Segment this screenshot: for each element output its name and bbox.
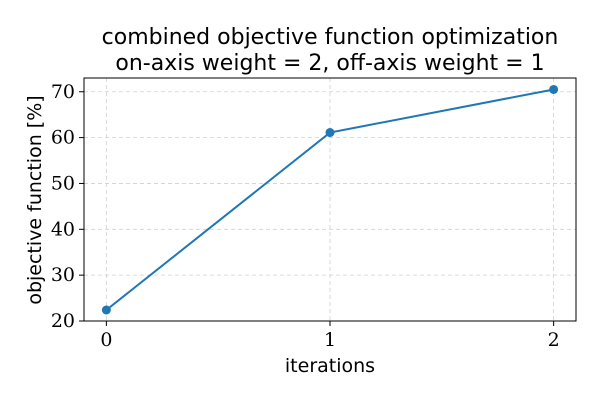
y-tick-label: 30 (51, 264, 75, 286)
x-axis-label: iterations (285, 355, 375, 377)
series (101, 84, 559, 315)
x-tick-label: 0 (100, 329, 112, 351)
x-tick-label: 1 (324, 329, 336, 351)
y-tick-label: 60 (51, 127, 75, 149)
data-point (325, 128, 335, 138)
ticks: 20 30 40 50 60 70 0 1 2 (51, 81, 560, 351)
data-point (101, 305, 111, 315)
grid (84, 78, 576, 322)
data-point (549, 84, 559, 94)
y-tick-label: 70 (51, 81, 75, 103)
chart-subtitle: on-axis weight = 2, off-axis weight = 1 (115, 51, 544, 76)
y-axis-label: objective function [%] (24, 95, 46, 304)
y-tick-label: 50 (51, 172, 75, 194)
y-tick-label: 20 (51, 310, 75, 332)
chart-title: combined objective function optimization (102, 25, 559, 50)
x-tick-label: 2 (548, 329, 560, 351)
y-tick-label: 40 (51, 218, 75, 240)
